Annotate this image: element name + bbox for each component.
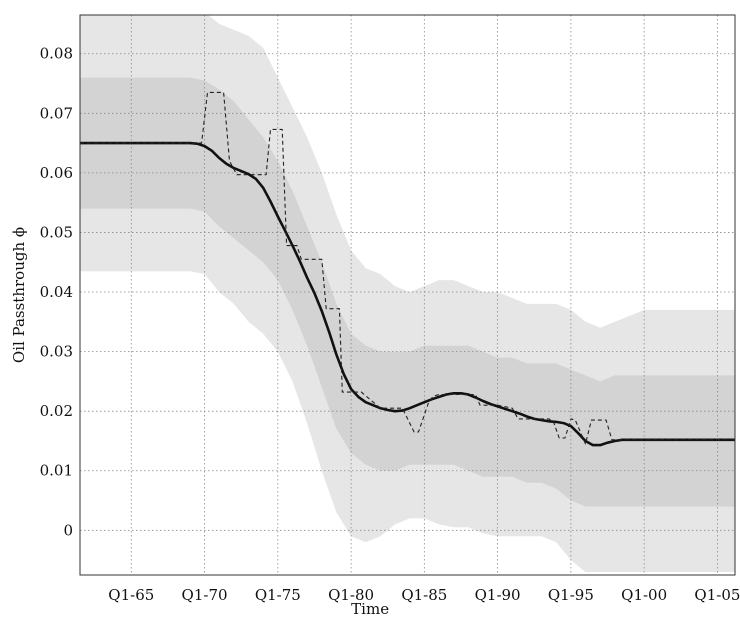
x-axis-ticks: Q1-65 Q1-70 Q1-75 Q1-80 Q1-85 Q1-90 Q1-95 Q1-00… bbox=[108, 586, 740, 604]
x-tick-label: Q1-90 bbox=[475, 586, 521, 604]
plot-area bbox=[79, 14, 736, 576]
x-tick-label: Q1-00 bbox=[621, 586, 667, 604]
y-tick-label: 0.06 bbox=[40, 164, 73, 182]
y-tick-label: 0.08 bbox=[40, 45, 73, 63]
x-tick-label: Q1-70 bbox=[182, 586, 228, 604]
y-tick-label: 0.02 bbox=[40, 402, 73, 420]
x-tick-label: Q1-75 bbox=[255, 586, 301, 604]
y-axis-label: Oil Passthrough ϕ bbox=[10, 227, 28, 363]
x-tick-label: Q1-95 bbox=[548, 586, 594, 604]
dashed-line bbox=[80, 91, 735, 445]
series-lines bbox=[80, 91, 735, 447]
x-tick-label: Q1-85 bbox=[401, 586, 447, 604]
y-tick-label: 0 bbox=[63, 521, 73, 539]
x-tick-label: Q1-65 bbox=[108, 586, 154, 604]
y-axis-ticks: 0 0.01 0.02 0.03 0.04 0.05 0.06 0.07 0.08 bbox=[40, 45, 73, 540]
y-tick-label: 0.04 bbox=[40, 283, 73, 301]
y-tick-label: 0.07 bbox=[40, 104, 73, 122]
grid bbox=[80, 15, 735, 575]
y-tick-label: 0.03 bbox=[40, 343, 73, 361]
y-tick-label: 0.05 bbox=[40, 223, 73, 241]
x-axis-label: Time bbox=[351, 600, 389, 618]
x-tick-label: Q1-05 bbox=[694, 586, 740, 604]
median-line bbox=[80, 141, 735, 447]
plot-frame bbox=[79, 14, 736, 576]
y-tick-label: 0.01 bbox=[40, 462, 73, 480]
x-tick-label: Q1-80 bbox=[328, 586, 374, 604]
